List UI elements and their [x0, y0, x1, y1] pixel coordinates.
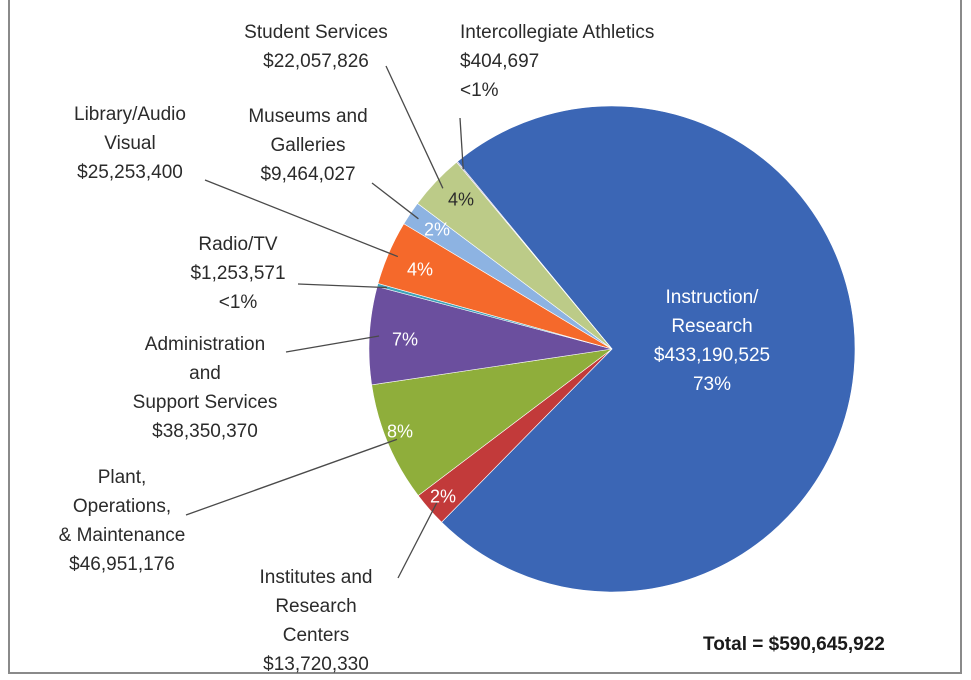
pie-slice [441, 105, 856, 593]
percent-label: 8% [386, 421, 414, 442]
leader-line [204, 179, 399, 258]
category-label: Library/Audio Visual [74, 104, 186, 154]
leader-line [397, 502, 438, 579]
category-label: Intercollegiate Athletics [460, 22, 655, 43]
slice-label: Instruction/ Research $433,190,525 73% [654, 283, 770, 399]
leader-line [297, 283, 387, 289]
percent-label: 4% [447, 189, 475, 210]
value-label: $38,350,370 [152, 421, 258, 442]
slice-label: Administration and Support Services $38,3… [133, 330, 278, 446]
category-label: Museums and Galleries [248, 106, 368, 156]
percent-label: <1% [460, 80, 499, 101]
percent-label: 4% [406, 259, 434, 280]
leader-line [371, 182, 419, 220]
value-label: $433,190,525 [653, 345, 771, 366]
value-label: $25,253,400 [77, 162, 183, 183]
value-label: $404,697 [460, 51, 540, 72]
slice-label: Museums and Galleries $9,464,027 [248, 102, 367, 189]
leader-line [185, 438, 398, 516]
percent-label: 2% [423, 219, 451, 240]
slice-label: Intercollegiate Athletics $404,697 <1% [460, 18, 654, 105]
slice-label: Student Services $22,057,826 [244, 18, 388, 76]
value-label: $46,951,176 [69, 554, 175, 575]
slice-label: Radio/TV $1,253,571 <1% [190, 230, 285, 317]
leader-line [285, 335, 380, 353]
slice-label: Plant, Operations, & Maintenance $46,951,… [59, 463, 186, 579]
category-label: Student Services [244, 22, 388, 43]
category-label: Instruction/ Research [665, 287, 759, 337]
percent-label: 73% [692, 374, 732, 395]
percent-label: 2% [429, 486, 457, 507]
slice-label: Library/Audio Visual $25,253,400 [74, 100, 186, 187]
chart-frame [8, 0, 962, 674]
category-label: Radio/TV [198, 234, 278, 255]
leader-line [459, 117, 464, 170]
pie-slice [456, 161, 613, 350]
category-label: Institutes and Research Centers [259, 567, 373, 646]
slice-label: Institutes and Research Centers $13,720,3… [259, 563, 372, 679]
category-label: Administration and Support Services [132, 334, 278, 413]
leader-line [385, 65, 444, 189]
percent-label: 7% [391, 329, 419, 350]
percent-label: <1% [218, 292, 258, 313]
category-label: Plant, Operations, & Maintenance [58, 467, 186, 546]
total-annotation: Total = $590,645,922 [703, 634, 885, 655]
value-label: $1,253,571 [190, 263, 286, 284]
value-label: $9,464,027 [260, 164, 356, 185]
value-label: $13,720,330 [263, 654, 369, 675]
value-label: $22,057,826 [263, 51, 369, 72]
